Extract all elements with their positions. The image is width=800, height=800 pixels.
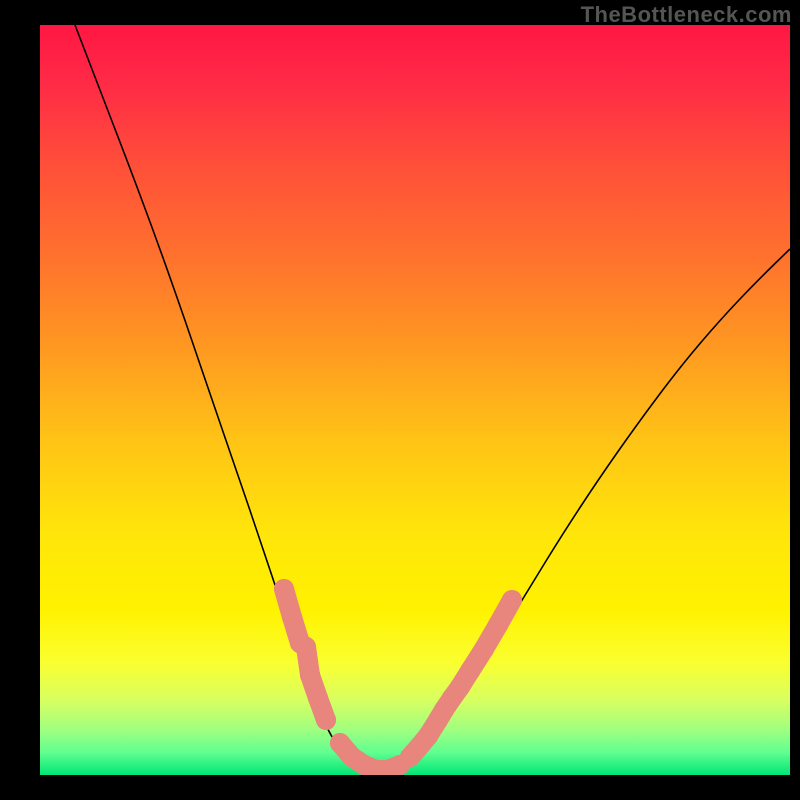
marker-dot bbox=[274, 579, 294, 599]
marker-dot bbox=[460, 661, 480, 681]
marker-dot bbox=[308, 688, 328, 708]
marker-dot bbox=[300, 665, 320, 685]
marker-dot bbox=[316, 710, 336, 730]
marker-dot bbox=[502, 590, 522, 610]
marker-dot bbox=[474, 639, 494, 659]
chart-background bbox=[40, 25, 790, 775]
chart-container: TheBottleneck.com bbox=[0, 0, 800, 800]
marker-dot bbox=[488, 615, 508, 635]
marker-dot bbox=[296, 637, 316, 657]
marker-dot bbox=[282, 607, 302, 627]
bottleneck-curve-chart bbox=[40, 25, 790, 775]
